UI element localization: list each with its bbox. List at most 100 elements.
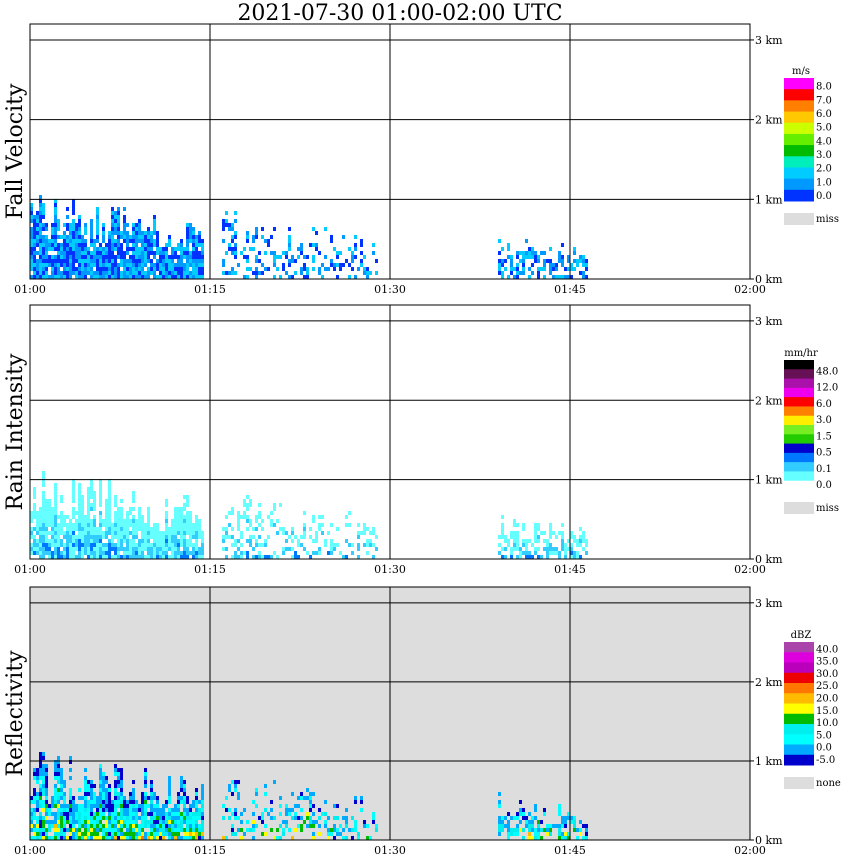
echo-cell <box>84 828 87 832</box>
echo-cell <box>45 527 48 531</box>
echo-cell <box>63 555 66 559</box>
echo-cell <box>372 243 375 247</box>
echo-cell <box>318 816 321 820</box>
echo-cell <box>117 219 120 223</box>
echo-cell <box>363 523 366 527</box>
echo-cell <box>195 535 198 539</box>
echo-cell <box>45 523 48 527</box>
echo-cell <box>69 820 72 824</box>
echo-cell <box>48 543 51 547</box>
echo-cell <box>270 519 273 523</box>
echo-cell <box>126 820 129 824</box>
echo-cell <box>84 812 87 816</box>
echo-cell <box>561 547 564 551</box>
echo-cell <box>147 551 150 555</box>
echo-cell <box>81 515 84 519</box>
echo-cell <box>51 515 54 519</box>
echo-cell <box>315 820 318 824</box>
echo-cell <box>36 275 39 279</box>
echo-cell <box>558 531 561 535</box>
echo-cell <box>102 239 105 243</box>
echo-cell <box>87 784 90 788</box>
echo-cell <box>39 804 42 808</box>
echo-cell <box>363 531 366 535</box>
echo-cell <box>234 219 237 223</box>
echo-cell <box>117 223 120 227</box>
echo-cell <box>93 247 96 251</box>
echo-cell <box>114 824 117 828</box>
echo-cell <box>252 235 255 239</box>
echo-cell <box>123 251 126 255</box>
echo-cell <box>357 836 360 840</box>
echo-cell <box>129 828 132 832</box>
echo-cell <box>63 239 66 243</box>
colorbar-swatch <box>784 189 814 202</box>
echo-cell <box>132 804 135 808</box>
echo-cell <box>78 808 81 812</box>
echo-cell <box>42 511 45 515</box>
echo-cell <box>42 211 45 215</box>
echo-cell <box>90 219 93 223</box>
echo-cell <box>129 519 132 523</box>
echo-cell <box>39 235 42 239</box>
echo-cell <box>129 820 132 824</box>
echo-cell <box>354 828 357 832</box>
echo-cell <box>87 247 90 251</box>
echo-cell <box>141 267 144 271</box>
echo-cell <box>147 539 150 543</box>
echo-cell <box>93 499 96 503</box>
echo-cell <box>276 531 279 535</box>
echo-cell <box>114 223 117 227</box>
echo-cell <box>138 223 141 227</box>
echo-cell <box>255 519 258 523</box>
echo-cell <box>126 812 129 816</box>
echo-cell <box>84 223 87 227</box>
echo-cell <box>192 543 195 547</box>
echo-cell <box>165 243 168 247</box>
echo-cell <box>177 543 180 547</box>
echo-cell <box>48 551 51 555</box>
echo-cell <box>51 507 54 511</box>
echo-cell <box>561 816 564 820</box>
echo-cell <box>57 792 60 796</box>
echo-cell <box>138 255 141 259</box>
echo-cell <box>150 267 153 271</box>
echo-cell <box>60 263 63 267</box>
echo-cell <box>57 796 60 800</box>
echo-cell <box>60 836 63 840</box>
echo-cell <box>120 804 123 808</box>
echo-cell <box>198 239 201 243</box>
echo-cell <box>69 267 72 271</box>
echo-cell <box>150 535 153 539</box>
echo-cell <box>543 267 546 271</box>
echo-cell <box>324 800 327 804</box>
echo-cell <box>525 816 528 820</box>
echo-cell <box>108 483 111 487</box>
echo-cell <box>534 527 537 531</box>
echo-cell <box>33 275 36 279</box>
echo-cell <box>147 527 150 531</box>
echo-cell <box>192 547 195 551</box>
echo-cell <box>243 255 246 259</box>
echo-cell <box>501 515 504 519</box>
echo-cell <box>123 239 126 243</box>
echo-cell <box>516 816 519 820</box>
echo-cell <box>168 263 171 267</box>
echo-cell <box>315 243 318 247</box>
echo-cell <box>510 271 513 275</box>
echo-cell <box>81 812 84 816</box>
colorbar-swatch <box>784 471 814 482</box>
echo-cell <box>126 555 129 559</box>
echo-cell <box>342 828 345 832</box>
echo-cell <box>189 515 192 519</box>
echo-cell <box>582 547 585 551</box>
echo-cell <box>57 816 60 820</box>
echo-cell <box>93 259 96 263</box>
echo-cell <box>342 263 345 267</box>
echo-cell <box>192 836 195 840</box>
echo-cell <box>108 511 111 515</box>
echo-cell <box>144 243 147 247</box>
echo-cell <box>78 227 81 231</box>
echo-cell <box>114 792 117 796</box>
echo-cell <box>75 816 78 820</box>
